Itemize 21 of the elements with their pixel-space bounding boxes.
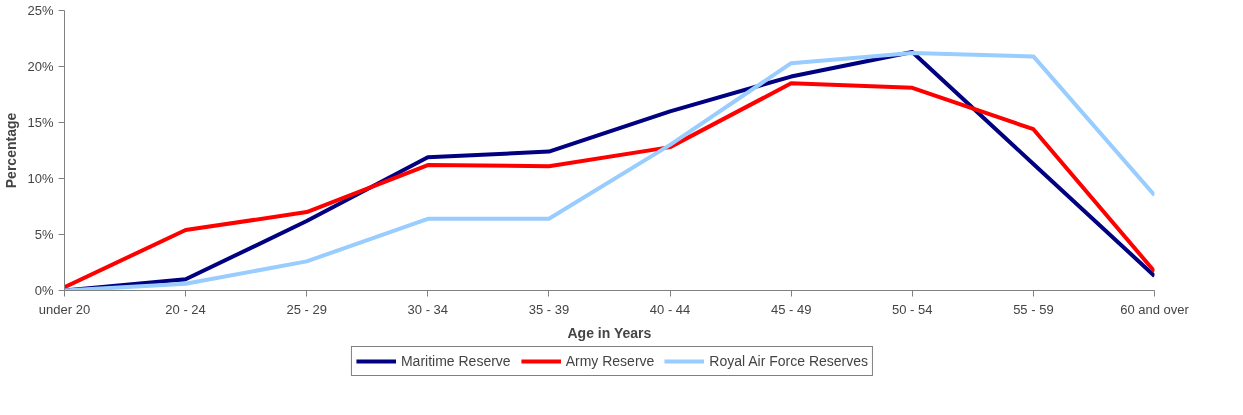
y-tick-label: 5% bbox=[34, 227, 54, 242]
x-tick-label: 25 - 29 bbox=[286, 301, 327, 317]
y-tick-label: 20% bbox=[27, 59, 54, 74]
x-tick-label: 50 - 54 bbox=[892, 301, 933, 317]
x-tick-label: 40 - 44 bbox=[649, 301, 691, 317]
x-tick-label: 20 - 24 bbox=[165, 301, 206, 317]
x-tick-label: 60 and over bbox=[1120, 301, 1190, 317]
y-tick-label: 15% bbox=[27, 115, 54, 130]
y-tick-label: 10% bbox=[27, 171, 54, 186]
x-tick-label: 30 - 34 bbox=[407, 301, 449, 317]
x-tick-label: 55 - 59 bbox=[1013, 301, 1054, 317]
y-tick-label: 25% bbox=[27, 3, 54, 18]
x-axis-title: Age in Years bbox=[567, 324, 652, 341]
x-tick-label: under 20 bbox=[38, 301, 91, 317]
legend-label: Army Reserve bbox=[565, 353, 655, 369]
legend-label: Royal Air Force Reserves bbox=[709, 353, 869, 369]
y-tick-label: 0% bbox=[34, 283, 54, 298]
x-tick-label: 35 - 39 bbox=[528, 301, 570, 317]
x-tick-label: 45 - 49 bbox=[770, 301, 812, 317]
y-axis-title: Percentage bbox=[3, 112, 20, 189]
legend-label: Maritime Reserve bbox=[400, 353, 511, 369]
